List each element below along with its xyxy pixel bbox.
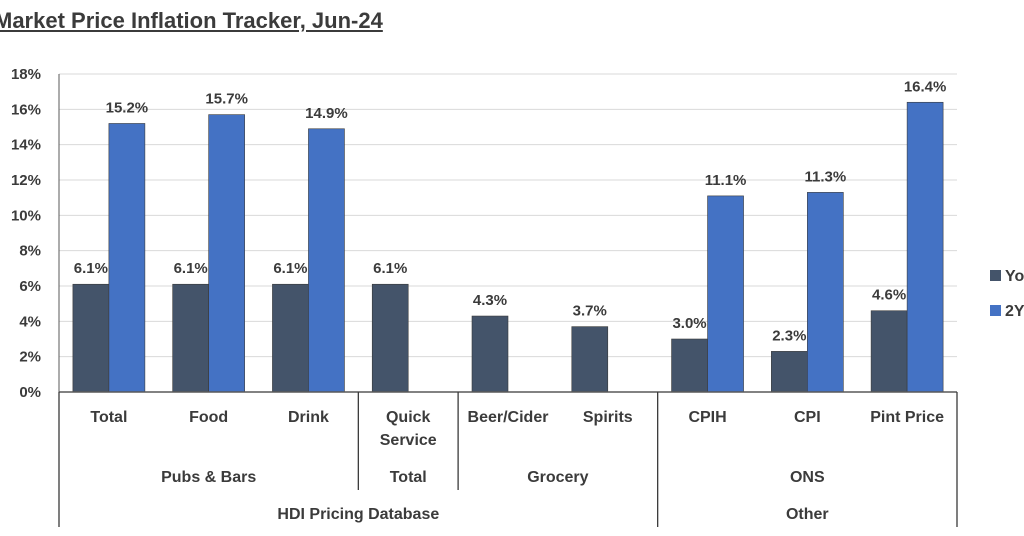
y-tick-label: 16% (11, 101, 41, 118)
bar (671, 338, 708, 393)
bar (707, 195, 744, 393)
data-label: 6.1% (174, 260, 208, 277)
data-label: 6.1% (74, 260, 108, 277)
category-label: Service (380, 432, 437, 449)
y-tick-label: 8% (19, 243, 41, 260)
bar (771, 351, 808, 393)
category-label: Beer/Cider (468, 409, 549, 426)
data-label: 3.7% (573, 303, 607, 320)
bar (870, 310, 908, 393)
bar (571, 326, 609, 393)
group-label: Total (390, 469, 427, 486)
legend-label: 2Y (1005, 303, 1024, 320)
bar (72, 283, 110, 393)
data-label: 14.9% (305, 105, 348, 122)
y-tick-label: 14% (11, 137, 41, 154)
y-tick-label: 18% (11, 66, 41, 83)
data-label: 4.6% (872, 287, 906, 304)
category-label: CPIH (688, 409, 726, 426)
bar (807, 192, 844, 393)
data-label: 15.7% (205, 91, 248, 108)
data-label: 11.1% (705, 172, 747, 189)
y-tick-label: 10% (11, 207, 41, 224)
bar (308, 128, 345, 393)
legend-label: Yo (1005, 268, 1024, 285)
bars (72, 101, 944, 393)
bar (208, 114, 245, 393)
y-axis-ticks: 0% 2% 4% 6% 8% 10% 12% 14% 16% 18% (11, 66, 41, 401)
data-label: 15.2% (106, 99, 149, 116)
category-label: Quick (386, 409, 431, 426)
bar (172, 283, 209, 393)
axes (58, 74, 958, 527)
bar (108, 123, 146, 393)
data-label: 4.3% (473, 292, 507, 309)
bar (272, 283, 309, 393)
bar (371, 283, 409, 393)
group-label: Other (786, 506, 829, 523)
category-label: Drink (288, 409, 329, 426)
legend: Yo 2Y (990, 268, 1024, 320)
category-label: CPI (794, 409, 821, 426)
data-label: 3.0% (672, 315, 706, 332)
y-tick-label: 6% (19, 278, 41, 295)
y-tick-label: 12% (11, 172, 41, 189)
y-tick-label: 2% (19, 349, 41, 366)
y-tick-label: 4% (19, 313, 41, 330)
data-label: 6.1% (373, 260, 407, 277)
data-labels: 6.1% 15.2% 6.1% 15.7% 6.1% 14.9% 6.1% 4.3% 3.7% 3… (74, 78, 947, 344)
bar (471, 315, 509, 393)
y-tick-label: 0% (19, 384, 41, 401)
category-label: Food (189, 409, 228, 426)
data-label: 6.1% (273, 260, 307, 277)
chart-title: Market Price Inflation Tracker, Jun-24 (0, 8, 383, 33)
group-label: Grocery (527, 469, 588, 486)
data-label: 11.3% (804, 168, 846, 185)
bar (906, 101, 944, 393)
legend-swatch (990, 270, 1001, 281)
category-labels: Total Food Drink Quick Service Beer/Cider Spir… (90, 409, 944, 523)
data-label: 2.3% (772, 327, 806, 344)
data-label: 16.4% (904, 78, 947, 95)
category-label: Spirits (583, 409, 633, 426)
legend-swatch (990, 305, 1001, 316)
group-label: Pubs & Bars (161, 469, 256, 486)
group-label: ONS (790, 469, 825, 486)
category-label: Pint Price (870, 409, 944, 426)
category-label: Total (90, 409, 127, 426)
group-label: HDI Pricing Database (277, 506, 439, 523)
